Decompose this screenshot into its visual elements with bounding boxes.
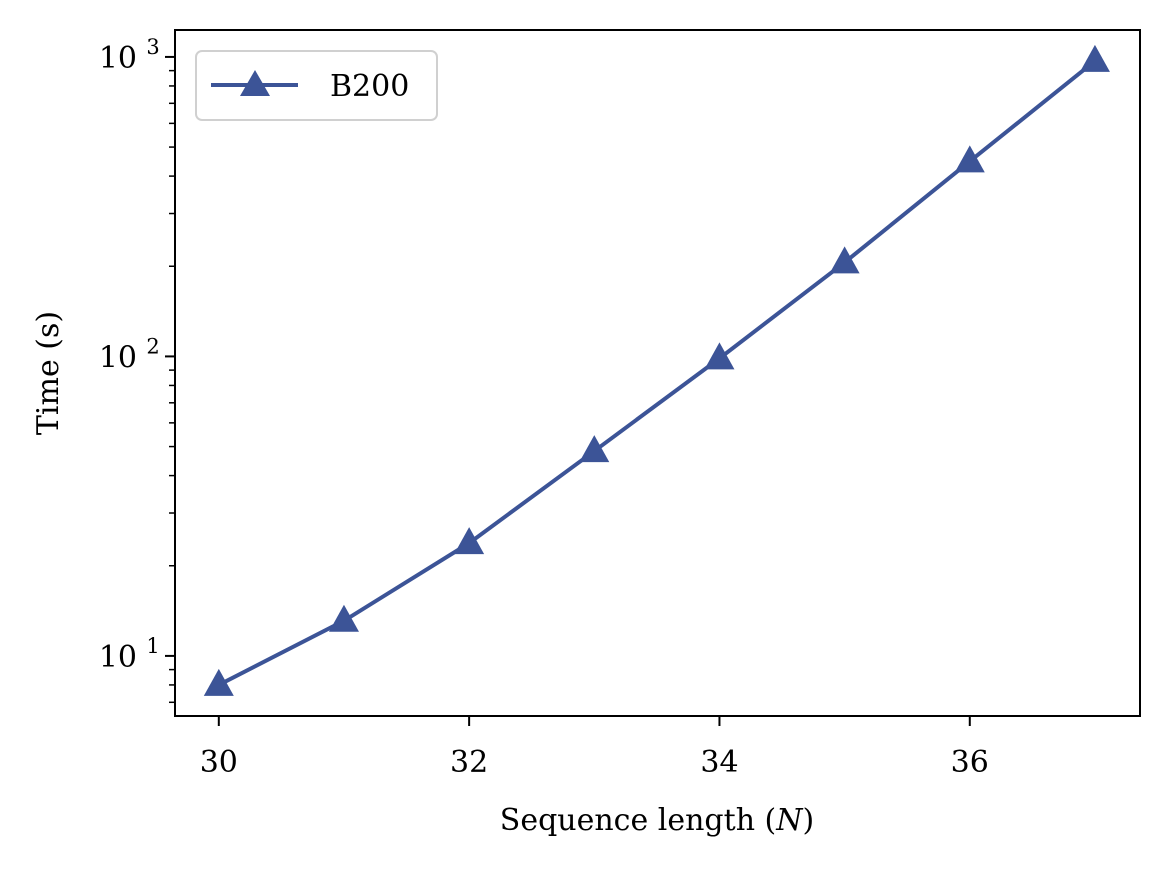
legend-box	[195, 50, 438, 121]
legend-label: B200	[330, 69, 409, 104]
data-point	[579, 435, 610, 463]
legend: B200	[195, 50, 438, 121]
data-point	[829, 246, 860, 274]
data-point	[328, 604, 359, 632]
legend-marker	[240, 70, 270, 96]
data-point	[954, 145, 985, 173]
x-tick-label: 30	[200, 745, 238, 780]
data-point	[203, 668, 234, 696]
series-line-B200	[217, 59, 1097, 687]
x-axis: 30 32 34 36	[200, 716, 989, 780]
y-tick-label-exponent: 1	[146, 634, 159, 658]
y-tick-label-exponent: 2	[146, 334, 159, 358]
data-point	[454, 527, 485, 555]
data-point	[1079, 44, 1110, 72]
y-axis: 10 1 10 2 10 3	[99, 35, 175, 704]
x-tick-label: 32	[450, 745, 488, 780]
plot-frame	[174, 29, 1141, 717]
plot-marks	[203, 44, 1110, 696]
y-axis-label: Time (s)	[31, 311, 66, 435]
x-tick-label: 36	[951, 745, 989, 780]
x-tick-label: 34	[700, 745, 738, 780]
y-tick-label: 10	[99, 41, 137, 76]
y-tick-label-exponent: 3	[146, 35, 159, 59]
data-point	[704, 342, 735, 370]
x-axis-label: Sequence length (N)	[500, 803, 814, 838]
y-tick-label: 10	[99, 340, 137, 375]
y-tick-label: 10	[99, 640, 137, 675]
